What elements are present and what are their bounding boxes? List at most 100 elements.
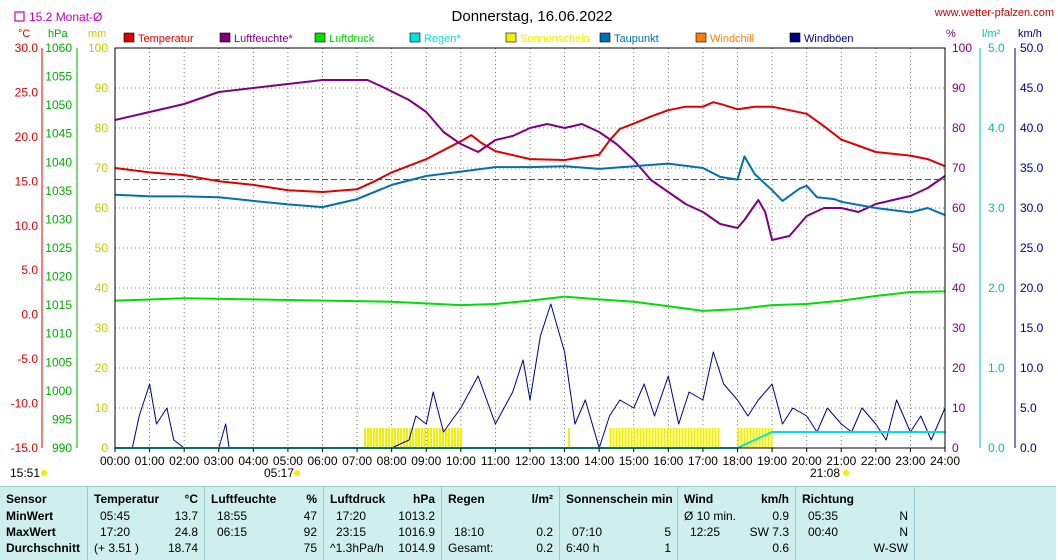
wind-axis-tick: 25.0 bbox=[1020, 241, 1044, 255]
summary-col-sensor: Sensor MinWert MaxWert Durchschnitt bbox=[0, 487, 88, 560]
x-tick-label: 22:00 bbox=[861, 454, 891, 468]
pct-axis-tick: 80 bbox=[952, 121, 966, 135]
chart-legend: Temperatur Luftfeuchte* Luftdruck Regen* Son… bbox=[123, 32, 854, 45]
summary-temp-avg-delta: (+ 3.51 ) bbox=[94, 541, 140, 555]
wind-axis-tick: 45.0 bbox=[1020, 81, 1044, 95]
sunshine-bar bbox=[388, 428, 390, 448]
sunshine-bar bbox=[430, 428, 432, 448]
summary-temp-avg: 18.74 bbox=[167, 541, 198, 555]
sunshine-bar bbox=[445, 428, 447, 448]
sunshine-bar bbox=[415, 428, 417, 448]
sunshine-bar bbox=[714, 428, 717, 448]
x-tick-label: 23:00 bbox=[895, 454, 925, 468]
sunshine-bar bbox=[755, 428, 758, 448]
temp-axis-tick: 20.0 bbox=[15, 130, 39, 144]
sunshine-bar bbox=[633, 428, 636, 448]
sunshine-bar bbox=[681, 428, 684, 448]
sunshine-bar bbox=[448, 428, 450, 448]
sunshine-bar bbox=[630, 428, 633, 448]
sunshine-bar bbox=[705, 428, 708, 448]
sunshine-bar bbox=[418, 428, 420, 448]
chart-grid bbox=[115, 48, 945, 448]
sunshine-bar bbox=[761, 428, 764, 448]
sunshine-bar bbox=[609, 428, 612, 448]
legend-label: Regen* bbox=[424, 33, 461, 45]
rain-axis-tick: 2.0 bbox=[988, 281, 1005, 295]
sunshine-bar bbox=[385, 428, 387, 448]
sunshine-bar bbox=[642, 428, 645, 448]
summary-wind-max-time: 12:25 bbox=[690, 525, 721, 539]
x-tick-label: 09:00 bbox=[411, 454, 441, 468]
legend-item: Sonnenschein bbox=[505, 32, 590, 45]
pressure-axis-tick: 1055 bbox=[45, 70, 72, 84]
summary-header-sensor: Sensor bbox=[6, 492, 47, 506]
summary-rain-total: 0.2 bbox=[536, 541, 553, 555]
kmh-unit: km/h bbox=[1018, 28, 1042, 40]
sunshine-bar bbox=[424, 428, 426, 448]
summary-temp-min: 13.7 bbox=[174, 509, 198, 523]
summary-hum-avg: 75 bbox=[303, 541, 317, 555]
sunshine-bar bbox=[618, 428, 621, 448]
summary-row-label: Durchschnitt bbox=[6, 541, 81, 555]
sunshine-bar bbox=[740, 428, 743, 448]
sunshine-bar bbox=[678, 428, 681, 448]
x-tick-label: 14:00 bbox=[584, 454, 614, 468]
legend-swatch bbox=[219, 32, 231, 43]
summary-press-min-time: 17:20 bbox=[336, 509, 367, 523]
summary-rain-total-label: Gesamt: bbox=[448, 541, 494, 555]
sunshine-bar bbox=[391, 428, 393, 448]
legend-label: Luftfeuchte* bbox=[234, 33, 293, 45]
temp-axis-tick: 0.0 bbox=[21, 308, 38, 322]
sunshine-bar bbox=[669, 428, 672, 448]
humidity-line bbox=[114, 79, 946, 241]
wind-axis-tick: 30.0 bbox=[1020, 201, 1044, 215]
time-start-sun-icon bbox=[41, 470, 47, 476]
temp-axis-tick: -10.0 bbox=[11, 397, 39, 411]
pressure-axis-tick: 1060 bbox=[45, 41, 72, 55]
sunshine-bar bbox=[382, 428, 384, 448]
summary-press-trend: ^1.3hPa/h bbox=[330, 541, 384, 555]
legend-item: Temperatur bbox=[123, 32, 194, 45]
summary-row-label: MaxWert bbox=[6, 525, 56, 539]
sunshine-bar bbox=[702, 428, 705, 448]
mm-axis-tick: 30 bbox=[95, 321, 109, 335]
pct-axis-tick: 10 bbox=[952, 401, 966, 415]
pressure-axis-tick: 1025 bbox=[45, 241, 72, 255]
sunshine-bar bbox=[636, 428, 639, 448]
sunshine-bar bbox=[397, 428, 399, 448]
legend-swatch bbox=[505, 32, 517, 43]
summary-sun-total: 6:40 h bbox=[566, 541, 600, 555]
lm2-unit: l/m² bbox=[982, 28, 1001, 40]
x-tick-label: 02:00 bbox=[169, 454, 199, 468]
summary-rain-max-time: 18:10 bbox=[454, 525, 485, 539]
sunshine-bar bbox=[645, 428, 648, 448]
summary-hum-min: 47 bbox=[303, 509, 317, 523]
sunshine-bar bbox=[451, 428, 453, 448]
pressure-axis-tick: 1020 bbox=[45, 270, 72, 284]
x-tick-label: 08:00 bbox=[377, 454, 407, 468]
pct-axis-tick: 30 bbox=[952, 321, 966, 335]
sunshine-bar bbox=[752, 428, 755, 448]
month-avg-label: 15.2 Monat-Ø bbox=[29, 10, 102, 24]
site-link[interactable]: www.wetter-pfalzen.com bbox=[934, 7, 1054, 19]
mm-axis-tick: 40 bbox=[95, 281, 109, 295]
rain-axis-tick: 4.0 bbox=[988, 121, 1005, 135]
summary-col-sunshine: Sonnenschein min 07:10 5 6:40 h 1 bbox=[560, 487, 678, 560]
pct-axis-tick: 0 bbox=[952, 441, 959, 455]
sunshine-bar bbox=[684, 428, 687, 448]
summary-wind-min: 0.9 bbox=[772, 509, 789, 523]
sunshine-bar bbox=[370, 428, 372, 448]
summary-col-humidity: Luftfeuchte% 18:55 47 06:15 92 75 bbox=[205, 487, 324, 560]
summary-rain-max: 0.2 bbox=[536, 525, 553, 539]
month-avg-indicator: 15.2 Monat-Ø bbox=[14, 10, 102, 24]
chart-series bbox=[114, 79, 946, 449]
pressure-axis-tick: 1000 bbox=[45, 384, 72, 398]
sunshine-bar bbox=[621, 428, 624, 448]
pct-axis-tick: 50 bbox=[952, 241, 966, 255]
x-tick-label: 04:00 bbox=[238, 454, 268, 468]
sunshine-bar bbox=[367, 428, 369, 448]
sunshine-bar bbox=[651, 428, 654, 448]
pct-axis-tick: 40 bbox=[952, 281, 966, 295]
sunshine-bar bbox=[660, 428, 663, 448]
x-tick-label: 07:00 bbox=[342, 454, 372, 468]
